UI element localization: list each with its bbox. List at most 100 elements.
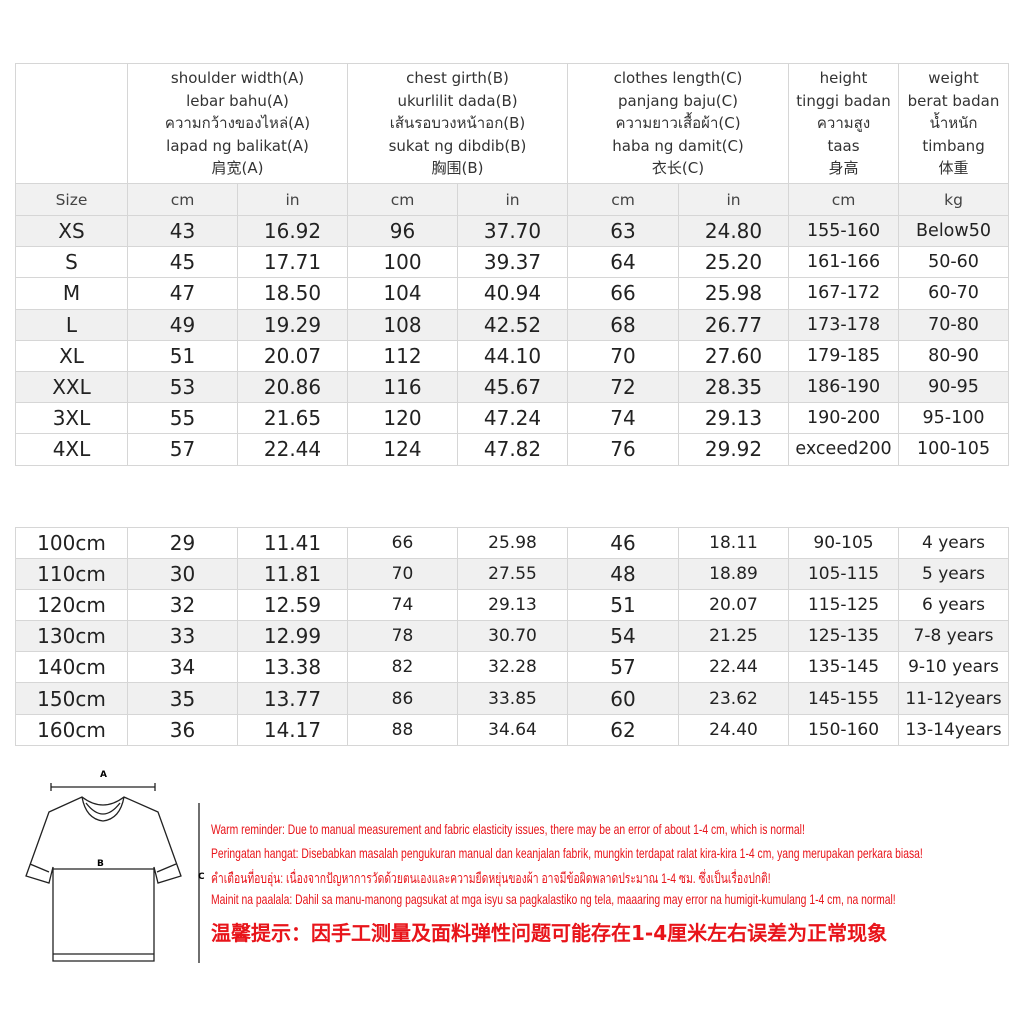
- value-cell: exceed200: [788, 433, 900, 466]
- header-line: 体重: [938, 159, 969, 178]
- value-cell: 36: [127, 713, 238, 746]
- table-row: 4XL 57 22.44 124 47.82 76 29.92 exceed200 100-10…: [15, 433, 1010, 466]
- value-cell: 4 years: [898, 526, 1009, 560]
- header-line: weight: [928, 69, 979, 88]
- value-cell: 9-10 years: [898, 651, 1009, 684]
- table-row: 130cm 33 12.99 78 30.70 54 21.25 125-135 7-8 yea…: [15, 620, 1009, 653]
- value-cell: 33: [127, 620, 238, 653]
- value-cell: 167-172: [788, 277, 900, 310]
- value-cell: 24.40: [678, 713, 789, 746]
- value-cell: 20.07: [678, 589, 789, 622]
- value-cell: 47: [127, 277, 238, 310]
- value-cell: 30.70: [457, 620, 568, 653]
- value-cell: 37.70: [457, 214, 569, 248]
- value-cell: 29.13: [678, 402, 790, 435]
- value-cell: 95-100: [898, 402, 1010, 435]
- size-cell: 110cm: [15, 558, 128, 591]
- value-cell: 108: [347, 308, 459, 341]
- value-cell: 155-160: [788, 214, 900, 248]
- value-cell: 18.50: [236, 277, 349, 310]
- value-cell: 82: [347, 651, 458, 684]
- value-cell: 42.52: [457, 308, 569, 341]
- header-line: 衣长(C): [651, 159, 705, 178]
- value-cell: Below50: [898, 214, 1010, 248]
- value-cell: 135-145: [788, 651, 899, 684]
- value-cell: 66: [347, 526, 458, 560]
- size-cell: 100cm: [15, 526, 128, 560]
- value-cell: 70: [347, 558, 458, 591]
- size-cell: M: [15, 277, 128, 310]
- value-cell: 32: [127, 589, 238, 622]
- table-row: 100cm 29 11.41 66 25.98 46 18.11 90-105 4 years: [15, 526, 1009, 560]
- value-cell: 12.99: [237, 620, 348, 653]
- size-cell: 140cm: [15, 651, 128, 684]
- value-cell: 27.55: [457, 558, 568, 591]
- value-cell: 60: [567, 682, 679, 715]
- adult-size-table: shoulder width(A) lebar bahu(A) ความกว้างข…: [15, 63, 1010, 466]
- header-line: sukat ng dibdib(B): [388, 136, 527, 155]
- value-cell: 57: [127, 433, 238, 466]
- header-line: timbang: [922, 136, 985, 155]
- value-cell: 55: [127, 402, 238, 435]
- value-cell: 120: [347, 402, 459, 435]
- value-cell: 104: [347, 277, 459, 310]
- value-cell: 161-166: [788, 246, 900, 279]
- value-cell: 70: [567, 339, 680, 372]
- value-cell: 100: [347, 246, 459, 279]
- value-cell: 90-105: [788, 526, 899, 560]
- size-cell: 160cm: [15, 713, 128, 746]
- unit-cell: in: [678, 183, 790, 216]
- value-cell: 63: [567, 214, 680, 248]
- table-row: L 49 19.29 108 42.52 68 26.77 173-178 70-80: [15, 308, 1010, 341]
- value-cell: 11-12years: [898, 682, 1009, 715]
- value-cell: 47.82: [457, 433, 569, 466]
- value-cell: 29: [127, 526, 238, 560]
- header-line: haba ng damit(C): [612, 136, 744, 155]
- table-row: M 47 18.50 104 40.94 66 25.98 167-172 60-70: [15, 277, 1010, 310]
- value-cell: 17.71: [236, 246, 349, 279]
- value-cell: 39.37: [457, 246, 569, 279]
- header-group: shoulder width(A) lebar bahu(A) ความกว้างข…: [126, 63, 349, 184]
- header-line: ukurlilit dada(B): [397, 91, 518, 110]
- value-cell: 46: [567, 526, 679, 560]
- tshirt-measurement-diagram: A B C: [25, 770, 205, 963]
- kids-size-table: 100cm 29 11.41 66 25.98 46 18.11 90-105 4 years 1…: [15, 526, 1009, 746]
- header-line: น้ำหนัก: [929, 114, 978, 133]
- unit-cell: Size: [15, 183, 128, 216]
- value-cell: 20.07: [236, 339, 349, 372]
- header-line: clothes length(C): [613, 69, 743, 88]
- value-cell: 190-200: [788, 402, 900, 435]
- size-cell: XXL: [15, 370, 128, 404]
- value-cell: 26.77: [678, 308, 790, 341]
- value-cell: 105-115: [788, 558, 899, 591]
- value-cell: 45.67: [457, 370, 569, 404]
- header-line: เส้นรอบวงหน้าอก(B): [389, 114, 526, 133]
- value-cell: 90-95: [898, 370, 1010, 404]
- header-row: shoulder width(A) lebar bahu(A) ความกว้างข…: [15, 63, 1010, 184]
- value-cell: 27.60: [678, 339, 790, 372]
- header-group: chest girth(B) ukurlilit dada(B) เส้นรอบวง…: [347, 63, 569, 184]
- value-cell: 88: [347, 713, 458, 746]
- table-row: XXL 53 20.86 116 45.67 72 28.35 186-190 90-95: [15, 370, 1010, 404]
- value-cell: 13.38: [237, 651, 348, 684]
- header-line: panjang baju(C): [618, 91, 738, 110]
- units-row: Size cm in cm in cm in cm kg: [15, 183, 1010, 216]
- value-cell: 20.86: [236, 370, 349, 404]
- header-group: height tinggi badan ความสูง taas 身高: [788, 63, 900, 184]
- note-chinese: 温馨提示：因手工测量及面料弹性问题可能存在1-4厘米左右误差为正常现象: [211, 921, 888, 945]
- value-cell: 7-8 years: [898, 620, 1009, 653]
- value-cell: 14.17: [237, 713, 348, 746]
- size-cell: S: [15, 246, 128, 279]
- header-line: 胸围(B): [431, 159, 484, 178]
- unit-cell: cm: [127, 183, 238, 216]
- value-cell: 34.64: [457, 713, 568, 746]
- size-cell: 150cm: [15, 682, 128, 715]
- value-cell: 48: [567, 558, 679, 591]
- label-a: A: [100, 770, 107, 780]
- value-cell: 116: [347, 370, 459, 404]
- value-cell: 22.44: [236, 433, 349, 466]
- header-group: weight berat badan น้ำหนัก timbang 体重: [898, 63, 1010, 184]
- value-cell: 25.20: [678, 246, 790, 279]
- value-cell: 44.10: [457, 339, 569, 372]
- label-b: B: [97, 859, 104, 869]
